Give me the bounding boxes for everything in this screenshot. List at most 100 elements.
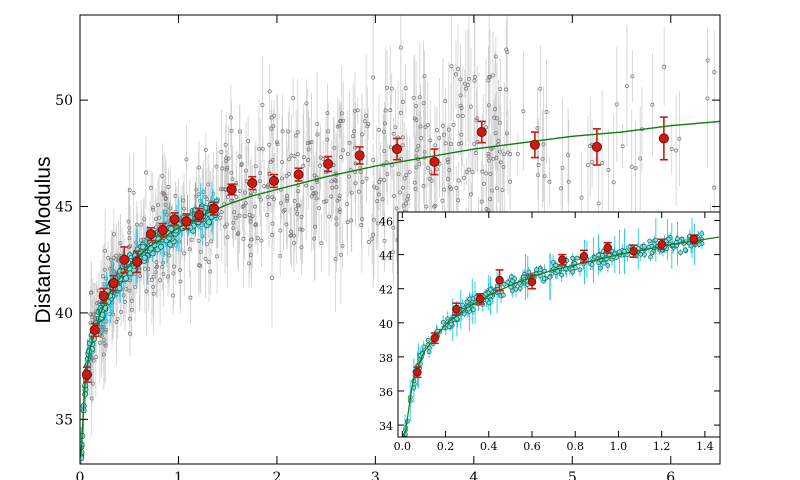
gray-point [248, 219, 253, 224]
gray-point [259, 197, 264, 202]
binned-point [226, 183, 237, 196]
gray-point [139, 222, 144, 227]
gray-point [547, 179, 552, 184]
gray-point [371, 75, 376, 80]
gray-point [351, 134, 356, 139]
gray-point [542, 174, 547, 179]
gray-point [171, 264, 176, 269]
cyan-point [123, 275, 130, 282]
gray-point [579, 195, 584, 200]
gray-point [333, 178, 337, 183]
gray-point [674, 148, 679, 153]
gray-point [419, 135, 424, 140]
inset-x-tick-label: 1.2 [653, 440, 671, 453]
gray-point [624, 84, 629, 88]
gray-point [284, 222, 289, 227]
gray-point [112, 270, 116, 275]
gray-point [330, 185, 335, 190]
inset-cyan-point [601, 260, 606, 266]
gray-point [163, 196, 168, 201]
main-y-tick-label: 40 [55, 306, 73, 322]
gray-point [163, 202, 168, 207]
gray-point [458, 77, 463, 82]
inset-cyan-point [440, 319, 446, 325]
gray-point [334, 185, 339, 190]
gray-point [155, 264, 160, 269]
gray-point [141, 237, 146, 242]
inset-x-tick-label: 0.6 [523, 440, 541, 453]
inset-binned-point [629, 244, 638, 258]
gray-point [127, 288, 132, 293]
gray-point [292, 154, 297, 159]
cyan-point [116, 285, 123, 292]
gray-point [160, 265, 165, 269]
gray-point [434, 167, 439, 172]
inset-binned-marker [657, 240, 666, 249]
inset-cyan-point [460, 302, 465, 308]
gray-point [677, 136, 682, 141]
gray-point [301, 155, 306, 160]
gray-point [469, 192, 473, 197]
gray-point [173, 193, 178, 198]
gray-point [393, 125, 398, 130]
gray-point [515, 152, 520, 156]
gray-point [466, 167, 471, 172]
gray-point [312, 236, 317, 241]
inset-cyan-point [574, 255, 580, 261]
main-y-axis-label: Distance Modulus [32, 157, 55, 324]
gray-point [376, 221, 381, 226]
binned-point [169, 212, 180, 227]
gray-point [144, 170, 148, 175]
gray-point [306, 147, 311, 152]
gray-point [458, 93, 463, 98]
gray-point [334, 222, 339, 227]
gray-point [445, 177, 450, 182]
gray-point [447, 168, 452, 173]
gray-point [371, 232, 376, 237]
binned-point [591, 128, 602, 166]
inset-cyan-point [464, 299, 470, 305]
inset-cyan-point [642, 252, 647, 257]
binned-point [293, 167, 304, 182]
gray-point [456, 178, 461, 183]
inset-y-tick-label: 44 [379, 250, 393, 263]
inset-cyan-point [421, 344, 427, 350]
gray-point [324, 199, 329, 204]
binned-marker [293, 169, 304, 180]
gray-point [462, 175, 467, 180]
gray-point [493, 131, 498, 136]
gray-point [442, 132, 446, 137]
gray-point [96, 288, 101, 293]
gray-point [124, 286, 129, 291]
gray-point [260, 102, 265, 107]
gray-point [253, 164, 258, 169]
gray-point [498, 87, 503, 92]
gray-point [225, 235, 230, 240]
gray-point [389, 86, 394, 91]
inset-cyan-point [570, 269, 576, 275]
gray-point [274, 140, 279, 145]
gray-point [259, 238, 264, 243]
gray-point [434, 128, 439, 133]
inset-cyan-point [642, 243, 647, 249]
gray-point [228, 115, 233, 120]
gray-point [426, 166, 430, 171]
gray-point [428, 138, 433, 143]
gray-point [225, 165, 230, 170]
gray-point [456, 113, 461, 118]
gray-point [237, 154, 242, 159]
gray-point [341, 148, 345, 153]
inset-cyan-point [471, 307, 476, 313]
inset-cyan-point [647, 238, 652, 244]
gray-point [449, 64, 454, 69]
inset-binned-marker [557, 255, 567, 264]
gray-point [255, 236, 260, 241]
gray-point [187, 247, 192, 252]
gray-point [449, 186, 453, 191]
inset-cyan-point [699, 231, 705, 236]
gray-point [161, 272, 166, 276]
gray-point [465, 83, 470, 88]
gray-point [505, 150, 510, 155]
gray-point [315, 132, 320, 137]
